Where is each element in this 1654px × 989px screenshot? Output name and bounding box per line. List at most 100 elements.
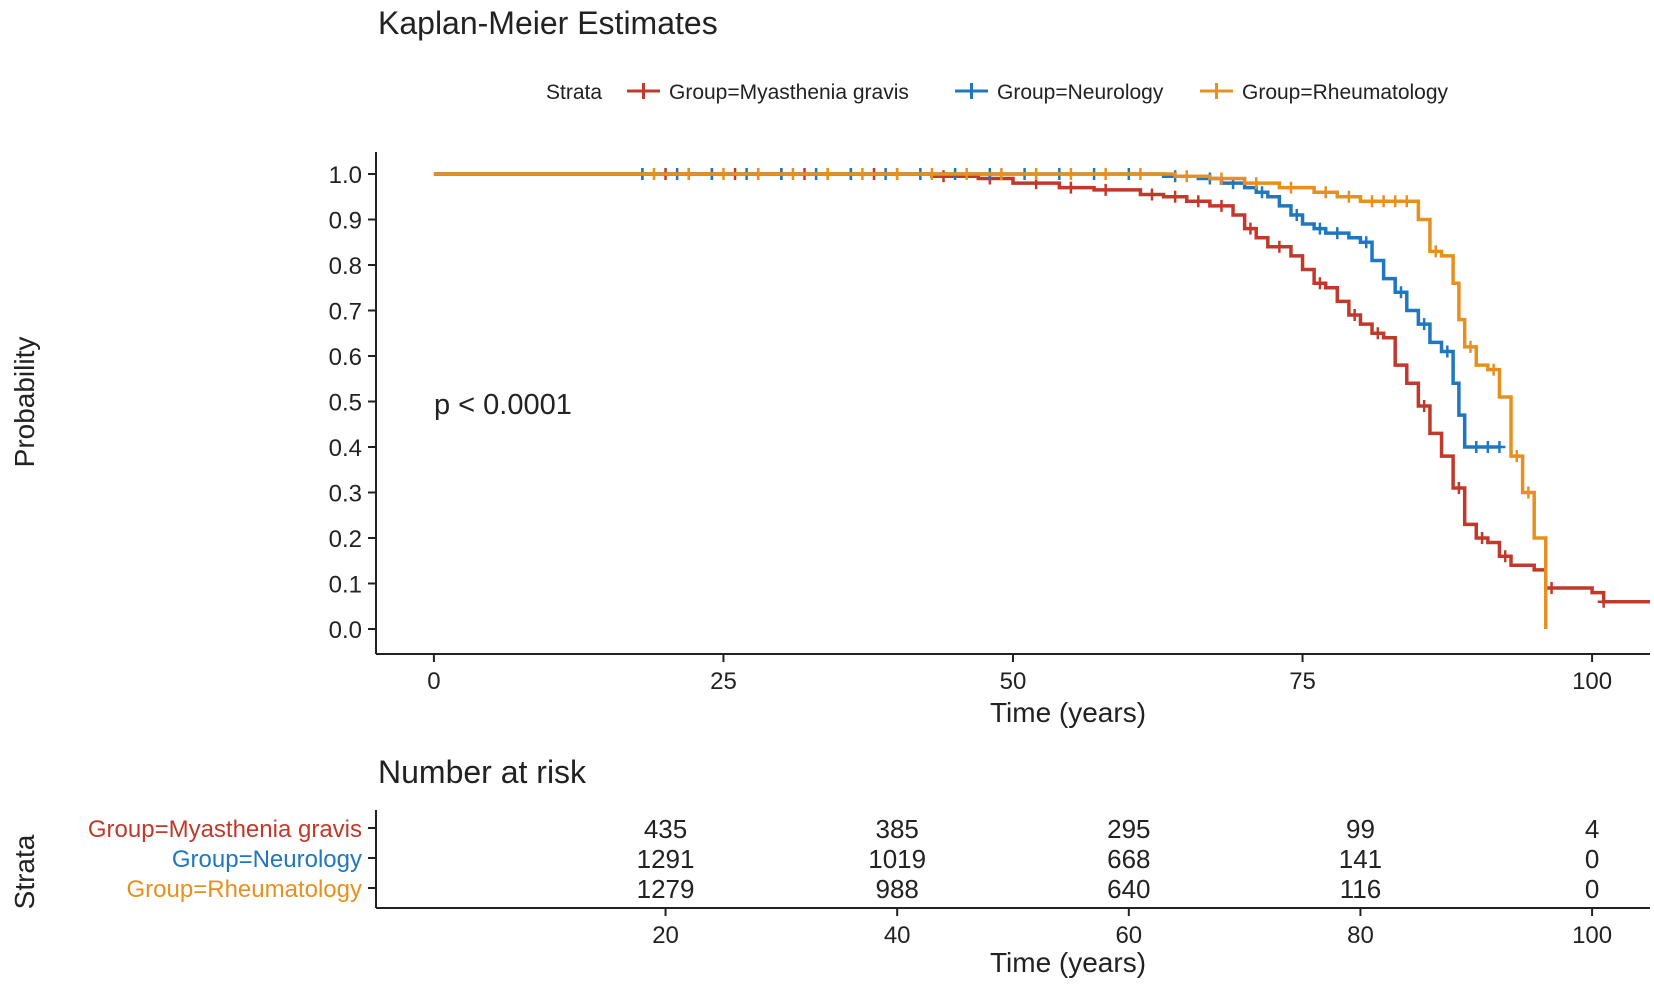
risk-row-label-myasthenia-gravis: Group=Myasthenia gravis xyxy=(88,816,362,843)
risk-x-tick-label: 60 xyxy=(1115,922,1142,949)
censor-mark xyxy=(1342,190,1355,203)
censor-mark xyxy=(752,168,765,180)
censor-mark xyxy=(1470,441,1483,453)
risk-cell: 988 xyxy=(875,874,918,904)
censor-mark xyxy=(1429,245,1442,258)
censor-mark xyxy=(786,168,799,180)
x-tick-label: 25 xyxy=(710,668,737,695)
censor-mark xyxy=(1180,170,1193,183)
legend-key-neurology xyxy=(955,83,988,99)
risk-row-label-rheumatology: Group=Rheumatology xyxy=(127,876,362,903)
y-tick-label: 0.6 xyxy=(329,344,362,371)
censor-mark xyxy=(1389,195,1402,208)
censor-mark xyxy=(1464,340,1477,353)
risk-x-tick-label: 20 xyxy=(652,922,679,949)
risk-cell: 385 xyxy=(875,814,918,844)
risk-cell: 99 xyxy=(1346,814,1375,844)
censor-mark xyxy=(1371,327,1384,340)
censor-mark xyxy=(1499,550,1512,563)
censor-mark xyxy=(1493,441,1506,453)
censor-mark xyxy=(1256,186,1269,199)
censor-mark xyxy=(1099,168,1112,180)
legend-title: Strata xyxy=(546,81,602,104)
survival-line-rheumatology xyxy=(433,172,1548,629)
risk-table-x-label: Time (years) xyxy=(990,947,1146,978)
censor-mark xyxy=(717,168,730,180)
censor-mark xyxy=(1418,318,1431,331)
censor-mark xyxy=(1394,286,1407,299)
censor-mark xyxy=(1481,441,1494,453)
survival-line-neurology xyxy=(433,172,1500,449)
y-tick-label: 1.0 xyxy=(329,162,362,189)
censor-mark xyxy=(891,168,904,180)
x-axis-label: Time (years) xyxy=(990,697,1146,728)
risk-cell: 4 xyxy=(1585,814,1599,844)
risk-table-y-label: Strata xyxy=(9,834,40,909)
censor-mark xyxy=(1134,168,1147,180)
y-tick-label: 0.5 xyxy=(329,390,362,417)
series-myasthenia-gravis xyxy=(433,168,1650,608)
risk-cell: 116 xyxy=(1340,874,1381,904)
censor-mark xyxy=(1192,195,1205,208)
censor-mark xyxy=(1290,208,1303,221)
censor-mark xyxy=(1522,486,1535,499)
legend: Strata Group=Myasthenia gravis Group=Neuro… xyxy=(546,81,1449,104)
censor-mark xyxy=(1313,222,1326,235)
risk-cell: 141 xyxy=(1339,844,1382,874)
y-tick-label: 0.1 xyxy=(329,572,362,599)
censor-mark xyxy=(821,168,834,180)
censor-mark xyxy=(1452,481,1465,494)
risk-x-tick-label: 40 xyxy=(884,922,911,949)
censor-mark xyxy=(1215,199,1228,212)
risk-x-tick-label: 100 xyxy=(1572,922,1612,949)
y-tick-label: 0.3 xyxy=(329,481,362,508)
risk-cell: 0 xyxy=(1585,844,1599,874)
chart-title: Kaplan-Meier Estimates xyxy=(378,5,718,41)
y-tick-label: 0.0 xyxy=(329,617,362,644)
censor-mark xyxy=(937,170,950,183)
y-tick-label: 0.7 xyxy=(329,299,362,326)
x-tick-label: 100 xyxy=(1572,668,1612,695)
censor-mark xyxy=(1030,168,1043,180)
y-tick-label: 0.2 xyxy=(329,526,362,553)
censor-mark xyxy=(682,168,695,180)
risk-cell: 295 xyxy=(1107,814,1150,844)
series-neurology xyxy=(433,168,1506,453)
risk-cell: 435 xyxy=(644,814,687,844)
censor-mark xyxy=(1441,345,1454,358)
censor-mark xyxy=(1273,240,1286,253)
series-rheumatology xyxy=(433,168,1548,629)
x-tick-label: 50 xyxy=(1000,668,1027,695)
censor-mark xyxy=(1366,195,1379,208)
censor-mark xyxy=(1360,236,1373,249)
censor-mark xyxy=(1545,582,1558,595)
censor-mark xyxy=(995,168,1008,180)
censor-mark xyxy=(1597,595,1610,608)
censor-mark xyxy=(1169,190,1182,203)
risk-table-title: Number at risk xyxy=(378,754,587,790)
y-axis-label: Probability xyxy=(9,337,40,468)
censor-mark xyxy=(1476,532,1489,544)
censor-mark xyxy=(1331,227,1344,240)
censor-mark xyxy=(1099,183,1112,196)
y-tick-label: 0.8 xyxy=(329,253,362,280)
risk-cell: 1291 xyxy=(637,844,695,874)
x-tick-label: 0 xyxy=(427,668,440,695)
legend-key-myasthenia-gravis xyxy=(627,83,660,99)
censor-mark xyxy=(1284,181,1297,194)
risk-cell: 0 xyxy=(1585,874,1599,904)
censor-mark xyxy=(1319,186,1332,199)
survival-line-myasthenia-gravis xyxy=(433,172,1650,604)
p-value-annotation: p < 0.0001 xyxy=(434,389,572,421)
legend-label-neurology: Group=Neurology xyxy=(997,81,1164,104)
risk-cell: 1019 xyxy=(868,844,926,874)
y-tick-label: 0.4 xyxy=(329,435,362,462)
legend-label-myasthenia-gravis: Group=Myasthenia gravis xyxy=(669,81,909,104)
survival-plot: 0.0 0.1 0.2 0.3 0.4 0.5 0.6 0.7 0.8 0.9 1.0 0 25 50 75… xyxy=(329,152,1650,695)
censor-mark xyxy=(1418,400,1431,413)
risk-row-label-neurology: Group=Neurology xyxy=(172,846,362,873)
censor-mark xyxy=(960,168,973,180)
censor-mark xyxy=(1064,168,1077,180)
censor-mark xyxy=(925,168,938,180)
